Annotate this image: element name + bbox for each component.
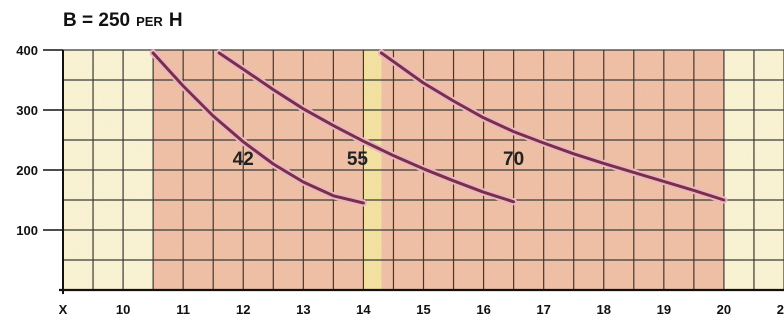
x-tick-label: 14 [356,302,371,317]
curve-70 [379,51,726,202]
y-tick-label: 400 [16,43,38,58]
x-tick-label: 12 [236,302,250,317]
x-tick-label: 21 [777,302,784,317]
series-label-70: 70 [503,149,524,170]
curves [149,49,728,207]
curve-55 [217,51,516,204]
x-tick-label: 19 [657,302,671,317]
curve-42 [151,51,365,205]
series-label-55: 55 [347,149,369,170]
y-tick-label: 100 [16,223,38,238]
x-origin-label: X [59,302,68,317]
y-tick-labels: 100 200 300 400 [16,43,63,238]
x-tick-label: 13 [296,302,310,317]
x-tick-label: 15 [416,302,430,317]
series-labels: 42 55 70 [233,149,525,170]
chart-title: B = 250 PER H [63,10,183,31]
x-tick-label: 20 [717,302,731,317]
x-tick-label: 16 [476,302,490,317]
series-label-42: 42 [233,149,254,170]
y-tick-label: 300 [16,103,38,118]
y-tick-label: 200 [16,163,38,178]
x-tick-labels: X 10 11 12 13 14 15 16 17 18 19 20 21 [59,302,784,317]
x-tick-label: 10 [116,302,130,317]
axes [59,50,784,294]
x-tick-label: 11 [176,302,190,317]
x-tick-label: 18 [597,302,611,317]
x-tick-label: 17 [536,302,550,317]
